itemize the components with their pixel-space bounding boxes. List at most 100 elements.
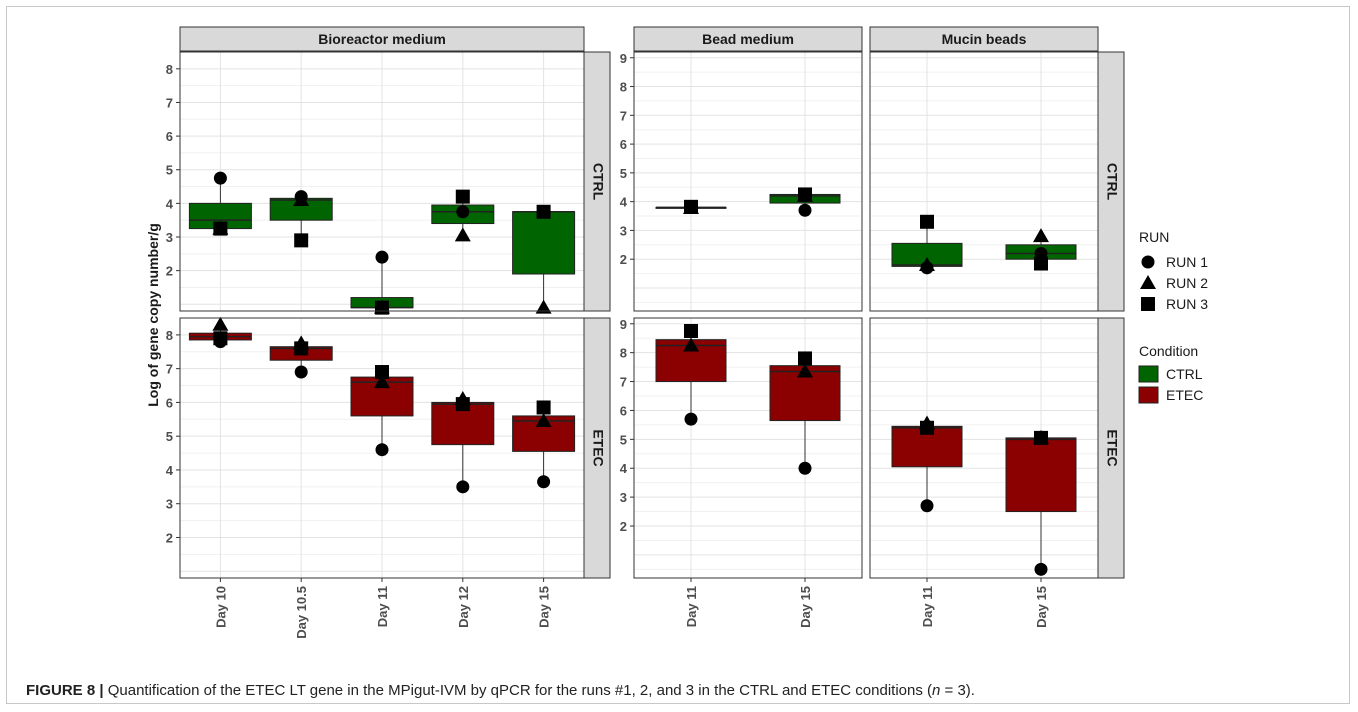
figure-frame: [6, 6, 1350, 704]
legend-run-3-symbol: [1141, 297, 1155, 311]
run-3-point: [213, 221, 228, 236]
x-tick-label: Day 11: [684, 586, 699, 627]
y-tick-label: 7: [166, 95, 173, 110]
y-tick-label: 2: [166, 264, 173, 279]
y-tick-label: 4: [620, 195, 628, 210]
run-3-point: [920, 214, 934, 229]
run-1-point: [537, 475, 551, 489]
panel-background: [634, 52, 862, 311]
run-2-point: [374, 374, 390, 389]
row-strip-label: CTRL: [590, 163, 606, 201]
legend-run-1-symbol: [1141, 255, 1155, 269]
panel-border: [633, 317, 863, 579]
row-strip-label: CTRL: [1104, 163, 1120, 201]
run-1-point: [375, 443, 389, 457]
run-1-point: [456, 480, 470, 494]
y-tick-label: 4: [620, 461, 628, 476]
box: [512, 211, 576, 275]
run-1-point: [798, 461, 812, 475]
legend-condition-label: CTRL: [1166, 366, 1203, 382]
y-tick-label: 5: [620, 166, 627, 181]
run-1-point: [920, 499, 934, 513]
y-tick-label: 9: [620, 317, 627, 332]
legend-condition-label: ETEC: [1166, 387, 1203, 403]
legend-run-title: RUN: [1139, 229, 1169, 245]
run-1-point: [294, 365, 308, 379]
column-strip: [869, 26, 1099, 52]
legend-condition-title: Condition: [1139, 343, 1198, 359]
x-tick-label: Day 10: [213, 586, 228, 628]
run-2-point: [797, 363, 813, 378]
caption-n: n: [932, 682, 941, 699]
faceted-box-plot: Log of gene copy number/g Bioreactor medi…: [145, 26, 1208, 639]
run-2-point: [293, 192, 310, 206]
y-tick-label: 3: [166, 497, 173, 512]
y-tick-label: 7: [166, 362, 173, 377]
run-2-point: [1033, 228, 1049, 243]
y-tick-label: 7: [620, 108, 627, 123]
run-2-point: [919, 256, 935, 271]
y-tick-label: 2: [620, 519, 627, 534]
run-1-point: [456, 205, 470, 219]
y-tick-label: 3: [620, 223, 627, 238]
y-tick-label: 2: [620, 252, 627, 267]
x-tick-label: Day 15: [798, 586, 813, 628]
run-2-point: [535, 299, 552, 314]
run-2-point: [454, 227, 471, 242]
run-3-point: [294, 341, 309, 356]
run-1-point: [213, 171, 227, 185]
y-tick-label: 2: [166, 530, 173, 545]
legend-run-label: RUN 2: [1166, 275, 1208, 291]
legend-condition-swatch: [1138, 365, 1159, 383]
column-strip-label: Bead medium: [702, 31, 794, 47]
run-3-point: [684, 199, 698, 214]
figure-caption: FIGURE 8 | Quantification of the ETEC LT…: [26, 682, 975, 699]
run-3-point: [455, 397, 470, 412]
run-3-point: [798, 351, 812, 366]
y-tick-label: 8: [166, 62, 173, 77]
y-tick-label: 6: [166, 129, 173, 144]
run-3-point: [920, 420, 934, 435]
x-tick-label: Day 12: [456, 586, 471, 628]
run-2-point: [535, 412, 552, 427]
run-1-point: [798, 203, 812, 217]
run-3-point: [455, 189, 470, 204]
run-3-point: [375, 365, 389, 380]
box: [1005, 437, 1077, 513]
column-strip-label: Bioreactor medium: [318, 31, 446, 47]
y-tick-label: 3: [166, 230, 173, 245]
panel-border: [869, 51, 1099, 312]
y-tick-label: 4: [166, 196, 174, 211]
row-strip-label: ETEC: [1104, 429, 1120, 466]
x-tick-label: Day 11: [375, 586, 390, 627]
y-tick-label: 4: [166, 463, 174, 478]
legend-condition-swatch: [1138, 386, 1159, 404]
run-1-point: [375, 250, 389, 264]
column-strip-label: Mucin beads: [942, 31, 1027, 47]
y-tick-label: 5: [620, 432, 627, 447]
y-tick-label: 5: [166, 429, 173, 444]
run-2-point: [212, 316, 229, 331]
legend-run-2-symbol: [1140, 275, 1156, 289]
run-3-point: [1034, 430, 1048, 445]
panel-border: [633, 51, 863, 312]
caption-text: Quantification of the ETEC LT gene in th…: [103, 682, 933, 699]
y-tick-label: 5: [166, 163, 173, 178]
x-tick-label: Day 11: [920, 586, 935, 627]
legend-run-label: RUN 1: [1166, 254, 1208, 270]
y-tick-label: 8: [620, 346, 627, 361]
run-3-point: [536, 204, 551, 219]
legend-run-label: RUN 3: [1166, 296, 1208, 312]
run-3-point: [798, 187, 812, 202]
row-strip-label: ETEC: [590, 429, 606, 466]
run-3-point: [294, 233, 309, 248]
caption-text-end: = 3).: [940, 682, 975, 699]
run-2-point: [683, 337, 699, 352]
y-tick-label: 8: [620, 80, 627, 95]
run-1-point: [684, 412, 698, 426]
panel-background: [870, 52, 1098, 311]
x-tick-label: Day 15: [537, 586, 552, 628]
y-tick-label: 9: [620, 51, 627, 66]
y-tick-label: 6: [620, 403, 627, 418]
column-strip: [179, 26, 585, 52]
